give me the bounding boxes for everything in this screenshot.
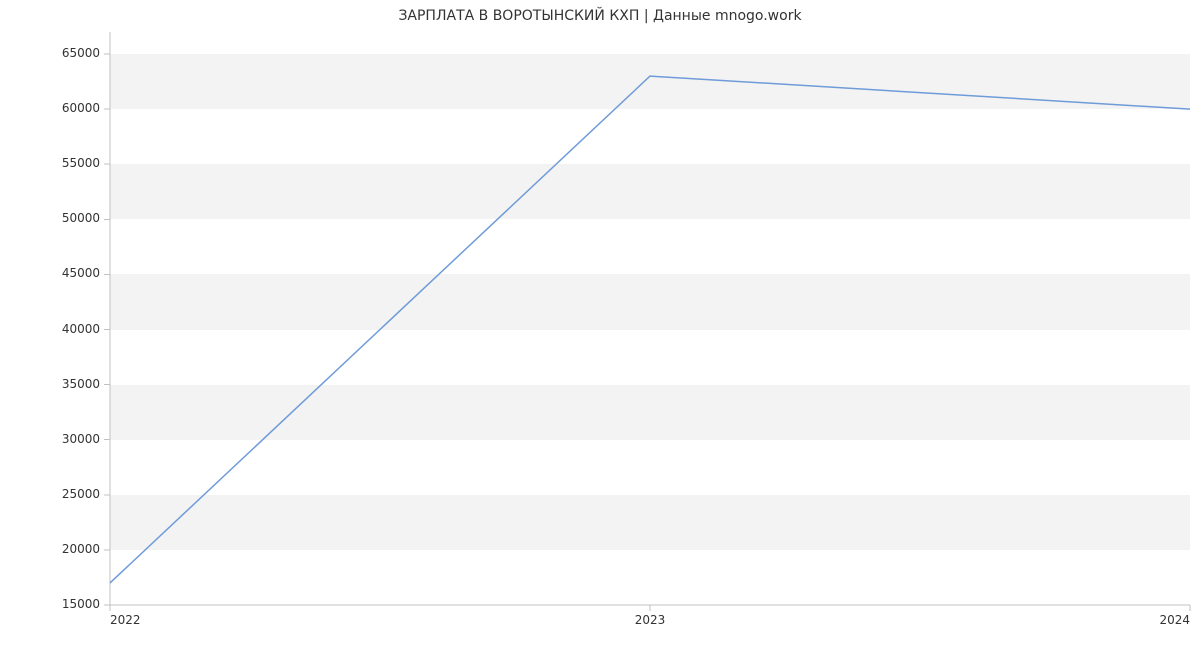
x-tick-label: 2022 [110, 613, 141, 627]
y-tick-label: 60000 [40, 101, 100, 115]
x-tick-label: 2024 [1150, 613, 1190, 627]
salary-line-chart: ЗАРПЛАТА В ВОРОТЫНСКИЙ КХП | Данные mnog… [0, 0, 1200, 650]
chart-title: ЗАРПЛАТА В ВОРОТЫНСКИЙ КХП | Данные mnog… [0, 8, 1200, 24]
y-tick-label: 15000 [40, 597, 100, 611]
y-tick-label: 55000 [40, 156, 100, 170]
y-tick-label: 65000 [40, 46, 100, 60]
y-tick-label: 50000 [40, 211, 100, 225]
y-tick-label: 45000 [40, 266, 100, 280]
line-layer [110, 32, 1190, 605]
y-tick-label: 30000 [40, 432, 100, 446]
y-tick-label: 35000 [40, 377, 100, 391]
y-tick-label: 25000 [40, 487, 100, 501]
x-tick-label: 2023 [630, 613, 670, 627]
y-tick-label: 20000 [40, 542, 100, 556]
plot-area: 1500020000250003000035000400004500050000… [110, 32, 1190, 605]
y-tick-label: 40000 [40, 322, 100, 336]
series-line-salary [110, 76, 1190, 583]
